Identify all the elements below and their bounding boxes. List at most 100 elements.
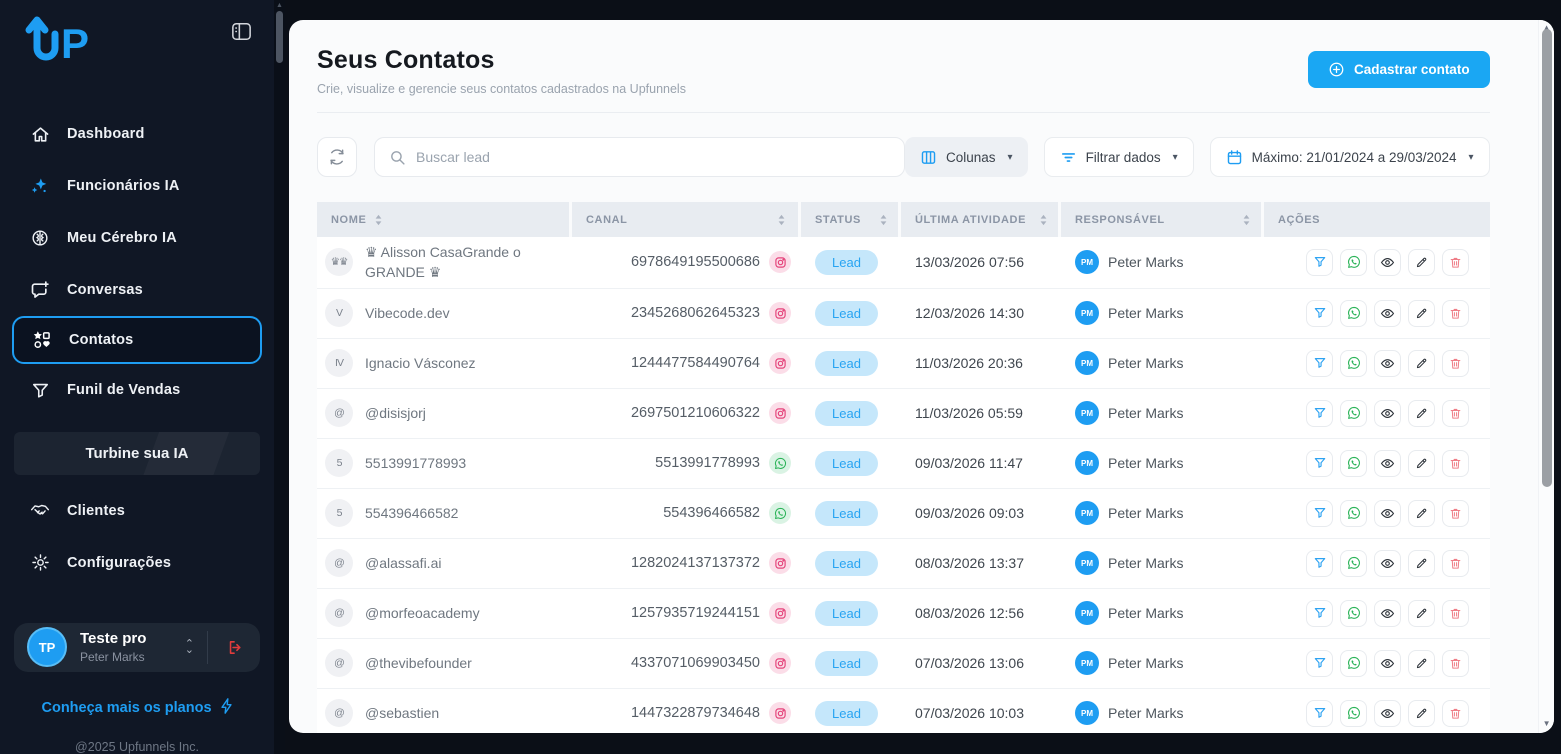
- divider: [317, 112, 1490, 113]
- delete-action-button[interactable]: [1442, 649, 1469, 677]
- scroll-up-icon[interactable]: ▲: [1542, 23, 1551, 32]
- contact-name: @sebastien: [365, 704, 440, 721]
- delete-action-button[interactable]: [1442, 499, 1469, 527]
- column-header-responsavel[interactable]: RESPONSÁVEL: [1061, 202, 1261, 237]
- edit-action-button[interactable]: [1408, 649, 1435, 677]
- delete-action-button[interactable]: [1442, 599, 1469, 627]
- turbine-banner[interactable]: Turbine sua IA: [14, 432, 260, 475]
- delete-action-button[interactable]: [1442, 349, 1469, 377]
- add-contact-button[interactable]: Cadastrar contato: [1308, 51, 1490, 88]
- column-header-canal[interactable]: CANAL: [572, 202, 798, 237]
- sidebar-scrollbar[interactable]: ▲: [274, 0, 285, 754]
- instagram-icon: [769, 552, 791, 575]
- view-action-button[interactable]: [1374, 699, 1401, 727]
- user-name: Peter Marks: [80, 650, 145, 665]
- scroll-down-icon[interactable]: ▼: [1542, 719, 1551, 728]
- edit-action-button[interactable]: [1408, 549, 1435, 577]
- delete-action-button[interactable]: [1442, 248, 1469, 276]
- column-header-status[interactable]: STATUS: [801, 202, 898, 237]
- funnel-action-button[interactable]: [1306, 299, 1333, 327]
- edit-action-button[interactable]: [1408, 248, 1435, 276]
- view-action-button[interactable]: [1374, 299, 1401, 327]
- scrollbar-thumb[interactable]: [1541, 29, 1552, 487]
- delete-action-button[interactable]: [1442, 449, 1469, 477]
- whatsapp-action-button[interactable]: [1340, 599, 1367, 627]
- table-row: V Vibecode.dev 2345268062645323 Lead 12/…: [317, 288, 1490, 339]
- logout-icon[interactable]: [227, 639, 244, 656]
- channel-id: 1244477584490764: [630, 355, 760, 372]
- view-action-button[interactable]: [1374, 449, 1401, 477]
- sidebar-item-meu-cerebro-ia[interactable]: Meu Cérebro IA: [0, 212, 274, 264]
- columns-button[interactable]: Colunas ▾: [905, 137, 1028, 177]
- view-action-button[interactable]: [1374, 599, 1401, 627]
- view-action-button[interactable]: [1374, 549, 1401, 577]
- funnel-action-button[interactable]: [1306, 649, 1333, 677]
- edit-action-button[interactable]: [1408, 399, 1435, 427]
- whatsapp-action-button[interactable]: [1340, 399, 1367, 427]
- scroll-up-icon[interactable]: ▲: [276, 2, 283, 9]
- sidebar-item-conversas[interactable]: Conversas: [0, 264, 274, 316]
- search-input[interactable]: [416, 149, 890, 165]
- whatsapp-action-button[interactable]: [1340, 248, 1367, 276]
- edit-action-button[interactable]: [1408, 499, 1435, 527]
- funnel-action-button[interactable]: [1306, 499, 1333, 527]
- column-header-ultima-atividade[interactable]: ÚLTIMA ATIVIDADE: [901, 202, 1058, 237]
- view-action-button[interactable]: [1374, 499, 1401, 527]
- funnel-action-button[interactable]: [1306, 549, 1333, 577]
- date-range-button[interactable]: Máximo: 21/01/2024 a 29/03/2024 ▾: [1209, 137, 1490, 177]
- funnel-action-button[interactable]: [1306, 399, 1333, 427]
- last-activity: 09/03/2026 11:47: [915, 455, 1023, 472]
- status-badge: Lead: [815, 500, 878, 526]
- sidebar-item-funil-de-vendas[interactable]: Funil de Vendas: [0, 364, 274, 416]
- whatsapp-action-button[interactable]: [1340, 549, 1367, 577]
- whatsapp-action-button[interactable]: [1340, 449, 1367, 477]
- plan-switcher-icon[interactable]: ⌃ ⌄: [184, 638, 194, 657]
- content-scrollbar[interactable]: ▲ ▼: [1537, 20, 1554, 733]
- sidebar-collapse-icon[interactable]: [231, 22, 252, 46]
- edit-action-button[interactable]: [1408, 299, 1435, 327]
- funnel-action-button[interactable]: [1306, 449, 1333, 477]
- sidebar-item-clientes[interactable]: Clientes: [0, 485, 274, 537]
- sidebar-item-label: Funcionários IA: [67, 178, 180, 194]
- sidebar-item-funcionarios-ia[interactable]: Funcionários IA: [0, 160, 274, 212]
- funnel-action-button[interactable]: [1306, 699, 1333, 727]
- view-action-button[interactable]: [1374, 399, 1401, 427]
- edit-action-button[interactable]: [1408, 699, 1435, 727]
- funnel-action-button[interactable]: [1306, 349, 1333, 377]
- edit-action-button[interactable]: [1408, 449, 1435, 477]
- funnel-action-button[interactable]: [1306, 248, 1333, 276]
- scrollbar-thumb[interactable]: [276, 11, 283, 63]
- edit-action-button[interactable]: [1408, 599, 1435, 627]
- delete-action-button[interactable]: [1442, 299, 1469, 327]
- contact-avatar: @: [325, 549, 353, 578]
- svg-text:P: P: [61, 20, 89, 64]
- plans-link[interactable]: Conheça mais os planos: [0, 698, 274, 718]
- funnel-action-button[interactable]: [1306, 599, 1333, 627]
- whatsapp-action-button[interactable]: [1340, 699, 1367, 727]
- user-card[interactable]: TP Teste pro Peter Marks ⌃ ⌄: [14, 622, 260, 672]
- search-field: [374, 137, 905, 177]
- last-activity: 07/03/2026 13:06: [915, 655, 1024, 672]
- whatsapp-action-button[interactable]: [1340, 649, 1367, 677]
- view-action-button[interactable]: [1374, 649, 1401, 677]
- delete-action-button[interactable]: [1442, 399, 1469, 427]
- sidebar-item-contatos[interactable]: Contatos: [12, 316, 262, 364]
- delete-action-button[interactable]: [1442, 699, 1469, 727]
- column-header-nome[interactable]: NOME: [317, 202, 569, 237]
- banner-label: Turbine sua IA: [85, 444, 189, 462]
- whatsapp-action-button[interactable]: [1340, 499, 1367, 527]
- channel-id: 1257935719244151: [630, 605, 760, 622]
- refresh-button[interactable]: [317, 137, 357, 177]
- calendar-icon: [1226, 149, 1243, 166]
- delete-action-button[interactable]: [1442, 549, 1469, 577]
- filter-button[interactable]: Filtrar dados ▾: [1043, 137, 1194, 177]
- categories-icon: [32, 330, 52, 350]
- edit-action-button[interactable]: [1408, 349, 1435, 377]
- whatsapp-action-button[interactable]: [1340, 299, 1367, 327]
- status-badge: Lead: [815, 450, 878, 476]
- sidebar-item-dashboard[interactable]: Dashboard: [0, 108, 274, 160]
- sidebar-item-configuracoes[interactable]: Configurações: [0, 537, 274, 589]
- view-action-button[interactable]: [1374, 349, 1401, 377]
- view-action-button[interactable]: [1374, 248, 1401, 276]
- whatsapp-action-button[interactable]: [1340, 349, 1367, 377]
